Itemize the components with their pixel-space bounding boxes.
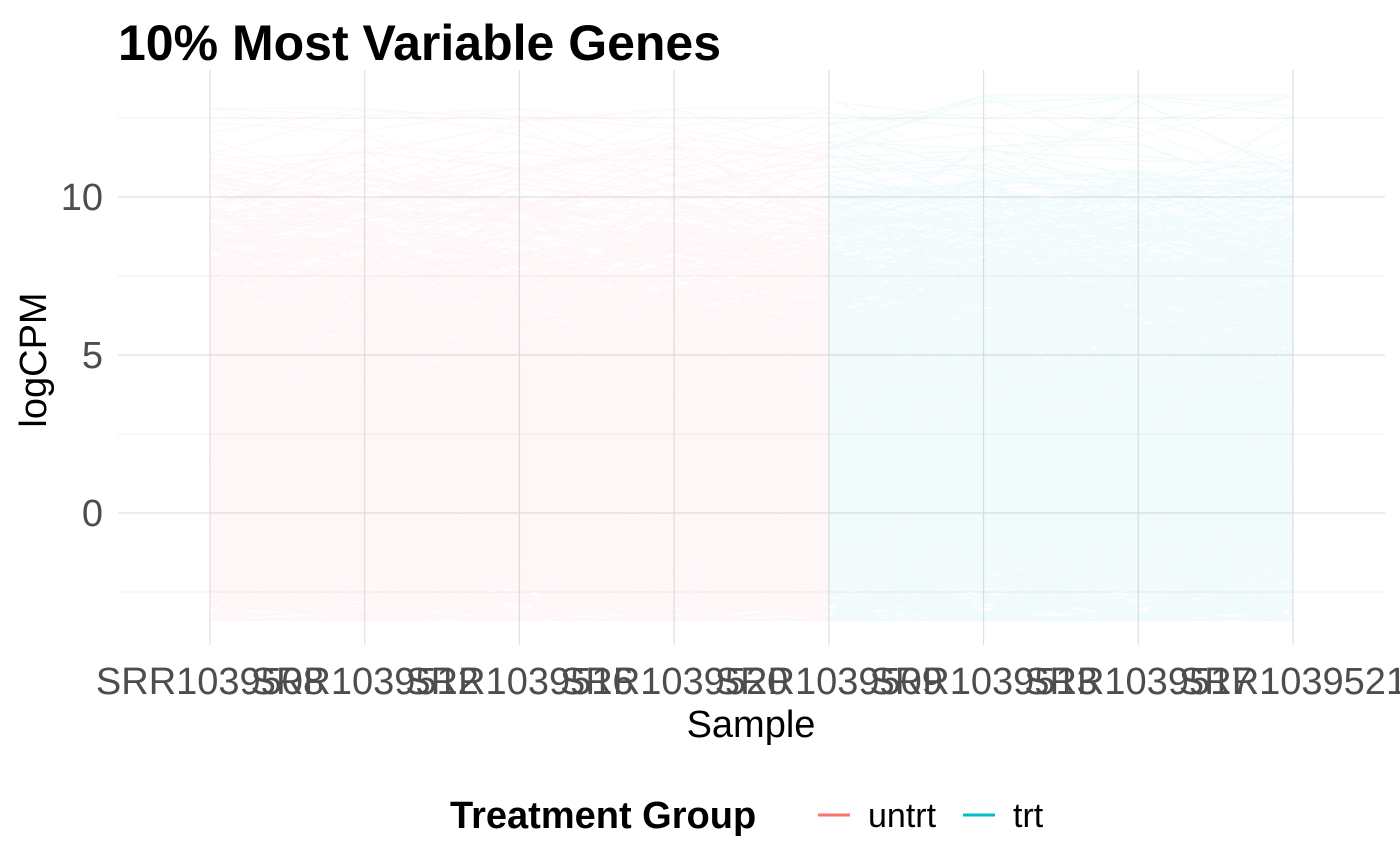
x-tick-label: SRR1039516	[405, 661, 633, 703]
chart-title: 10% Most Variable Genes	[118, 15, 722, 71]
series-line-trt	[828, 95, 1294, 622]
legend: Treatment Group untrt trt	[450, 795, 1044, 837]
x-tick-label: SRR1039520	[560, 661, 788, 703]
x-axis-label: Sample	[687, 704, 816, 746]
series-trt	[828, 95, 1294, 622]
legend-label-trt: trt	[1013, 797, 1044, 835]
y-tick-label: 5	[82, 335, 103, 377]
y-axis-label: logCPM	[13, 292, 55, 427]
y-tick-label: 10	[61, 177, 103, 219]
legend-label-untrt: untrt	[868, 797, 937, 835]
x-tick-label: SRR1039513	[869, 661, 1097, 703]
x-tick-label: SRR1039508	[96, 661, 324, 703]
x-axis: SRR1039508SRR1039512SRR1039516SRR1039520…	[96, 661, 1400, 703]
y-axis: 0 5 10	[61, 177, 103, 535]
x-tick-label: SRR1039512	[251, 661, 479, 703]
x-tick-label: SRR1039517	[1024, 661, 1252, 703]
x-tick-label: SRR1039509	[715, 661, 943, 703]
gridlines	[118, 70, 1385, 645]
legend-title: Treatment Group	[450, 795, 756, 837]
x-tick-label: SRR1039521	[1179, 661, 1400, 703]
series-untrt	[209, 107, 830, 622]
gene-lines	[209, 95, 1294, 622]
series-line-untrt	[209, 107, 830, 622]
y-tick-label: 0	[82, 493, 103, 535]
